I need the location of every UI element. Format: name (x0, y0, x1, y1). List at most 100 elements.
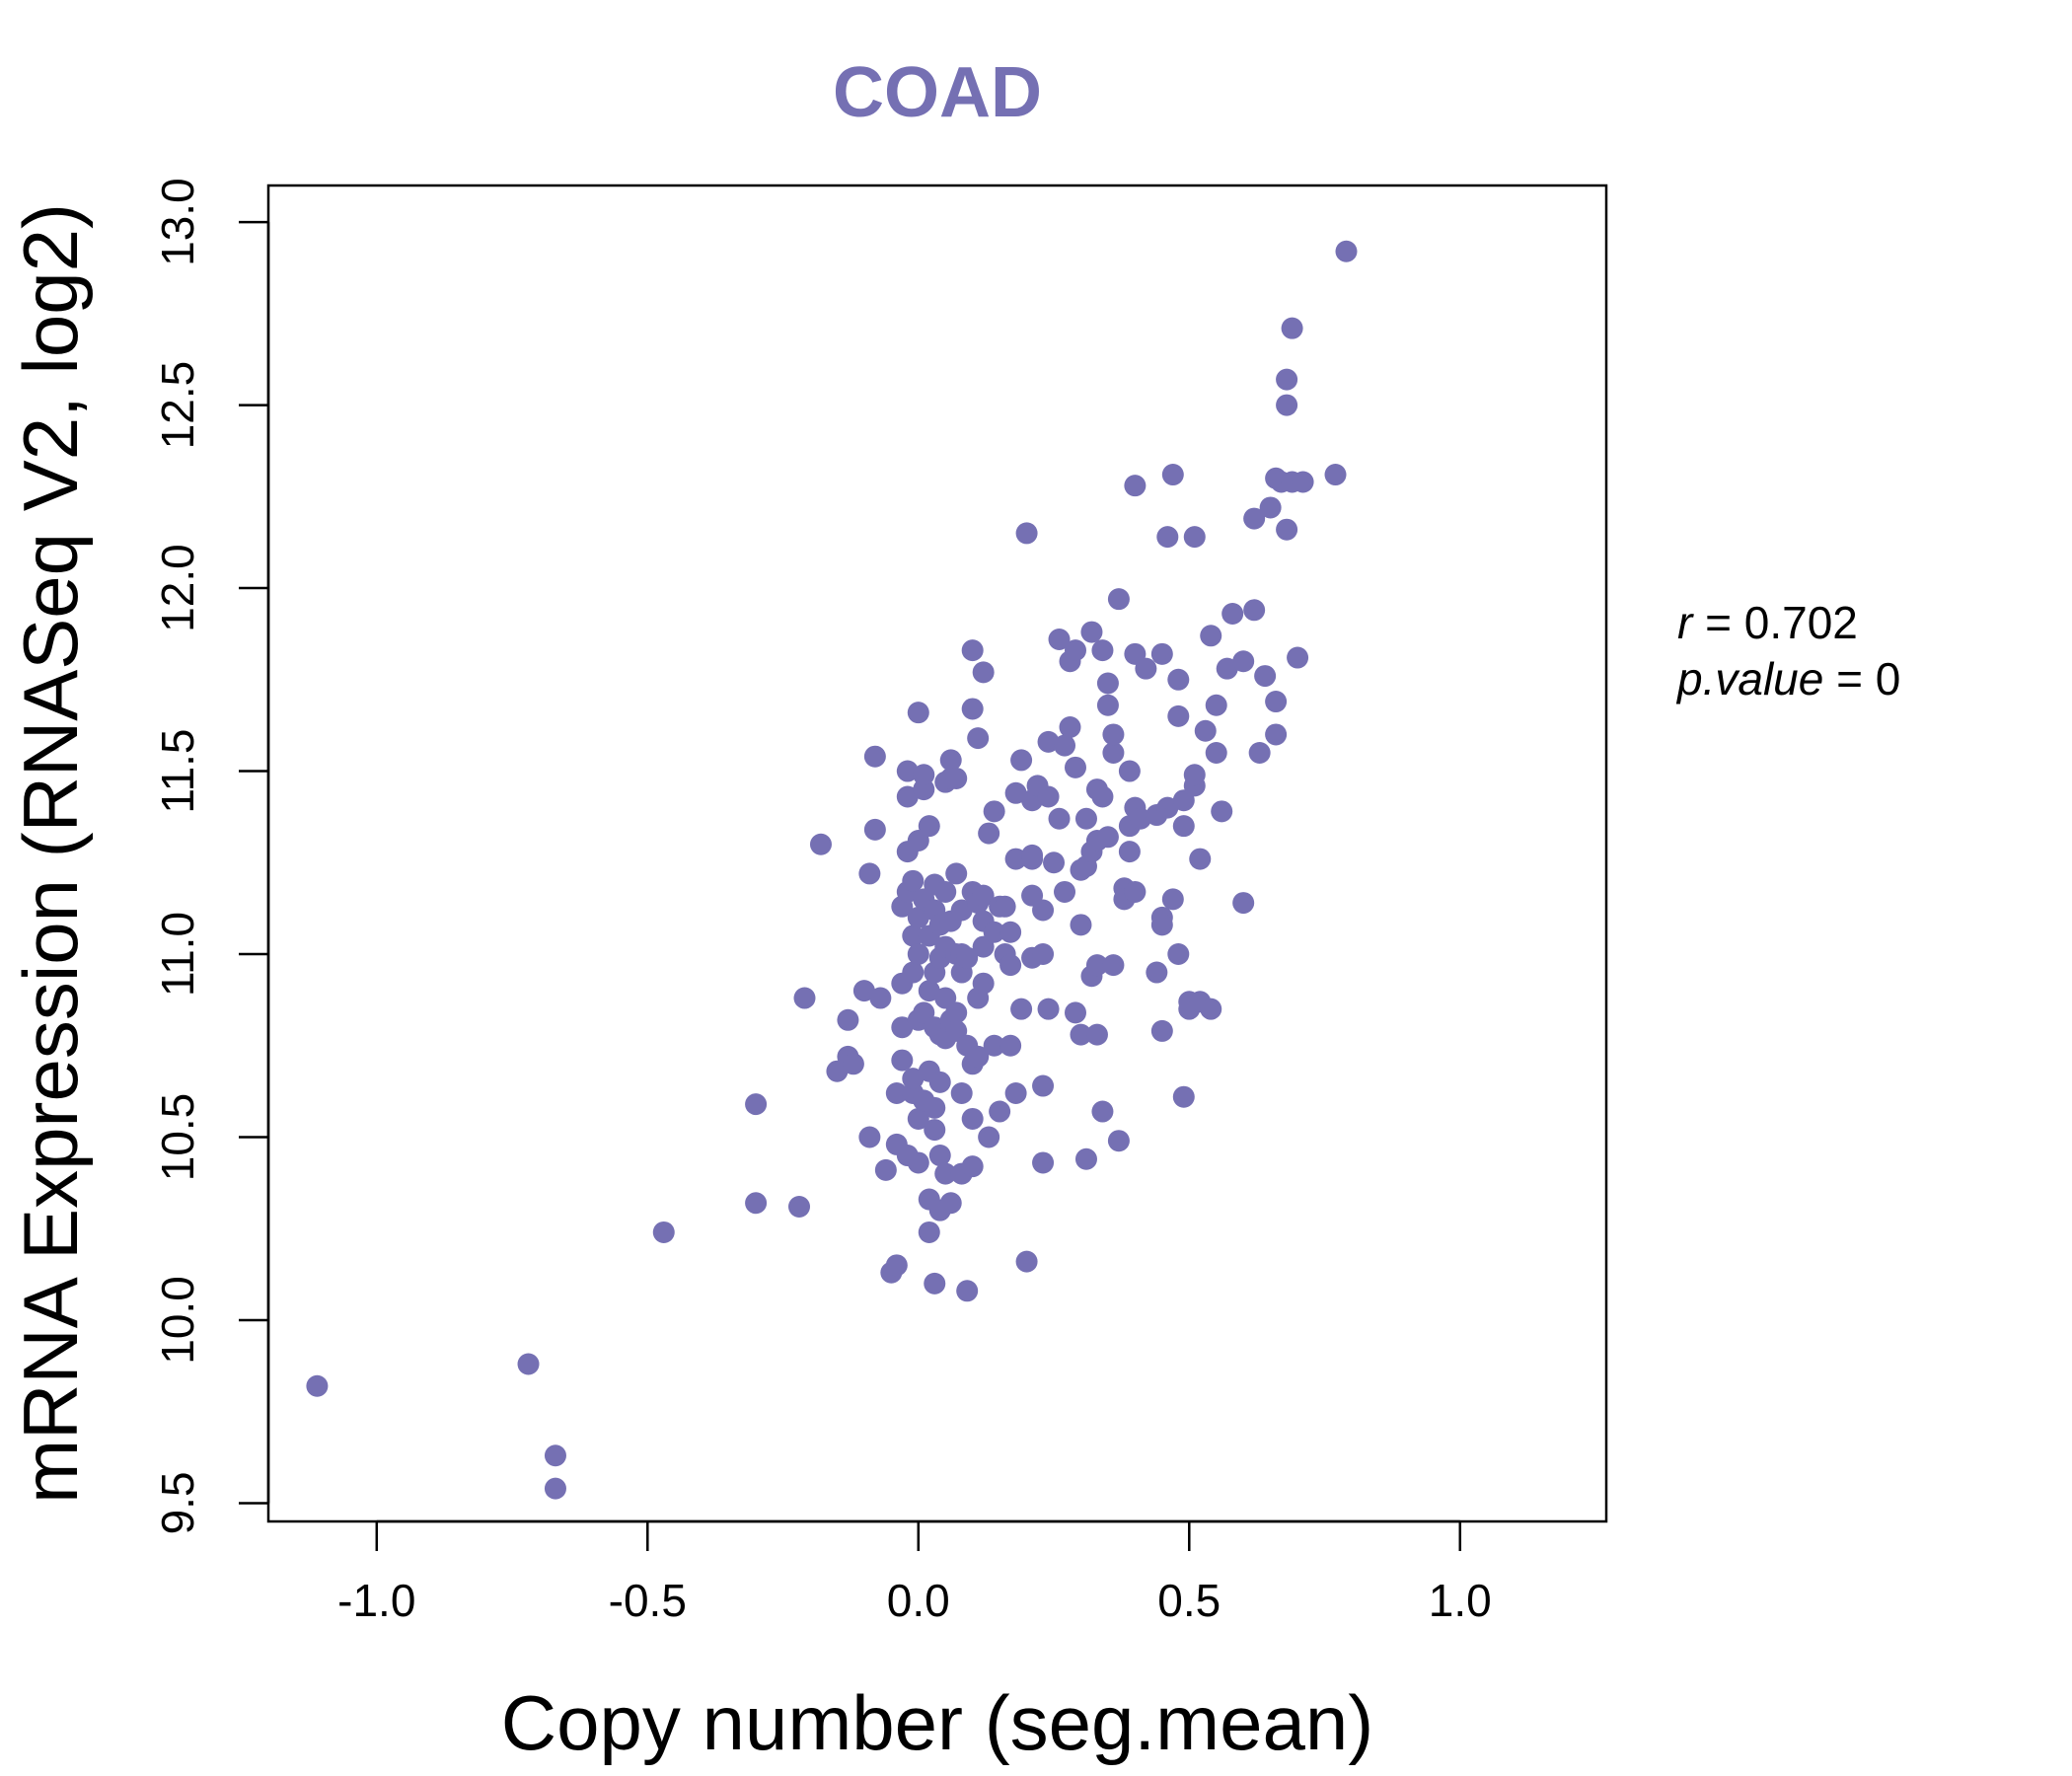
y-tick-label: 10.5 (152, 1093, 203, 1182)
data-point (1096, 672, 1119, 695)
data-point (1324, 464, 1347, 486)
data-point (863, 818, 886, 841)
data-point (1059, 716, 1081, 739)
data-point (1200, 998, 1222, 1020)
data-point (1102, 741, 1125, 764)
data-point (907, 1151, 929, 1174)
data-point (1265, 723, 1288, 746)
data-point (858, 862, 881, 885)
data-point (1265, 691, 1288, 713)
data-point (1091, 639, 1114, 662)
data-point (1037, 998, 1060, 1020)
data-point (1172, 815, 1195, 838)
data-point (907, 906, 929, 928)
data-point (1021, 844, 1044, 866)
data-point (1135, 657, 1157, 680)
data-point (1004, 781, 1027, 804)
data-point (1032, 943, 1055, 966)
data-point (928, 1071, 951, 1093)
data-point (1276, 518, 1298, 541)
data-point (837, 1008, 859, 1031)
data-point (1150, 914, 1173, 936)
data-points (306, 240, 1358, 1500)
data-point (1150, 1019, 1173, 1042)
data-point (907, 943, 929, 966)
data-point (1074, 1147, 1097, 1170)
data-point (1292, 471, 1314, 493)
data-point (1085, 954, 1108, 977)
data-point (961, 1155, 984, 1178)
data-point (891, 1016, 914, 1039)
r-label: r (1677, 597, 1694, 648)
data-point (1200, 625, 1222, 647)
plot-frame (266, 184, 1608, 1523)
y-tick-label: 12.0 (152, 544, 203, 632)
data-point (902, 869, 925, 892)
data-point (1216, 657, 1238, 680)
data-point (1156, 796, 1179, 819)
data-point (1032, 899, 1055, 922)
data-point (1243, 599, 1266, 622)
data-point (1124, 475, 1147, 497)
data-point (1015, 1250, 1038, 1273)
data-point (961, 1107, 984, 1130)
data-point (1054, 734, 1076, 757)
y-tick-label: 12.5 (152, 361, 203, 450)
data-point (1048, 628, 1071, 650)
data-point (1074, 807, 1097, 830)
data-point (924, 1096, 946, 1119)
data-point (972, 884, 995, 907)
data-point (1107, 588, 1130, 611)
data-point (793, 987, 816, 1009)
data-point (945, 767, 968, 789)
data-point (934, 880, 957, 903)
data-point (1189, 848, 1212, 870)
data-point (874, 1158, 897, 1181)
data-point (999, 1034, 1022, 1057)
data-point (918, 815, 940, 838)
data-point (1194, 719, 1217, 742)
data-point (1037, 730, 1060, 753)
y-axis: 9.5 10.0 10.5 11.0 11.5 12.0 12.5 13.0 (152, 178, 270, 1534)
data-point (745, 1093, 768, 1116)
data-point (1161, 464, 1184, 486)
data-point (978, 822, 1000, 845)
data-point (934, 1162, 957, 1185)
data-point (1102, 954, 1125, 977)
data-point (1172, 1085, 1195, 1108)
chart-title: COAD (833, 53, 1042, 132)
data-point (1150, 642, 1173, 665)
data-point (1032, 1074, 1055, 1097)
data-point (967, 727, 990, 750)
data-point (842, 1053, 864, 1075)
y-tick-label: 9.5 (152, 1471, 203, 1534)
data-point (1205, 741, 1227, 764)
data-point (945, 1001, 968, 1024)
data-point (1032, 1151, 1055, 1174)
data-point (1248, 741, 1271, 764)
data-point (1167, 668, 1190, 691)
data-point (652, 1221, 675, 1243)
data-point (989, 1100, 1011, 1123)
data-point (950, 899, 973, 922)
data-point (939, 749, 962, 772)
data-point (896, 785, 919, 808)
p-label: p.value (1675, 653, 1823, 704)
data-point (999, 921, 1022, 943)
data-point (1281, 317, 1303, 339)
data-point (1232, 892, 1255, 915)
data-point (1010, 998, 1033, 1020)
y-tick-label: 10.0 (152, 1276, 203, 1365)
data-point (1335, 240, 1358, 262)
x-tick-label: 1.0 (1429, 1575, 1492, 1626)
data-point (885, 1254, 908, 1277)
data-point (902, 961, 925, 984)
x-axis: -1.0 -0.5 0.0 0.5 1.0 (337, 1519, 1492, 1626)
data-point (939, 1192, 962, 1215)
y-axis-title: mRNA Expression (RNASeq V2, log2) (7, 203, 94, 1504)
data-point (544, 1477, 566, 1500)
data-point (999, 954, 1022, 977)
data-point (306, 1374, 329, 1397)
data-point (544, 1444, 566, 1467)
